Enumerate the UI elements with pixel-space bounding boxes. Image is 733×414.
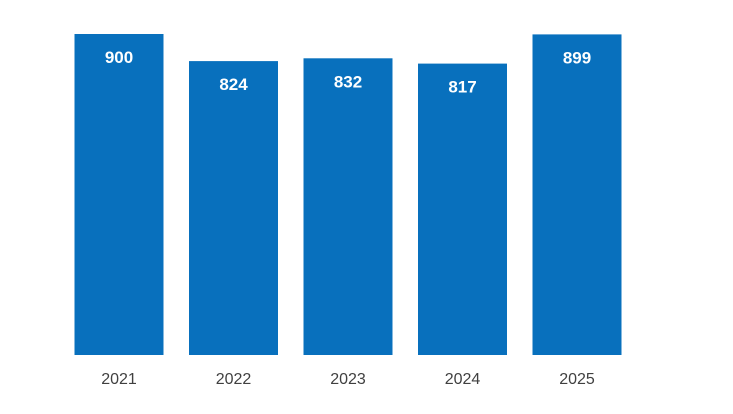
bar-value-label-2022: 824 bbox=[219, 75, 248, 94]
bar-value-label-2021: 900 bbox=[105, 48, 133, 67]
bar-value-label-2023: 832 bbox=[334, 72, 362, 91]
x-tick-label-2021: 2021 bbox=[101, 371, 137, 388]
bar-2022 bbox=[189, 61, 278, 355]
x-tick-label-2024: 2024 bbox=[445, 371, 481, 388]
x-tick-label-2023: 2023 bbox=[330, 371, 366, 388]
x-axis-tick-labels: 2021 2022 2023 2024 2025 bbox=[101, 371, 595, 388]
value-label-group: 900 824 832 817 899 bbox=[105, 48, 591, 97]
bar-value-label-2024: 817 bbox=[448, 78, 476, 97]
bar-value-label-2025: 899 bbox=[563, 48, 591, 67]
x-tick-label-2022: 2022 bbox=[216, 371, 252, 388]
bar-2023 bbox=[303, 58, 393, 356]
bar-group bbox=[74, 34, 622, 356]
x-tick-label-2025: 2025 bbox=[559, 371, 595, 388]
bar-2024 bbox=[418, 63, 507, 355]
bar-2025 bbox=[532, 34, 622, 356]
bar-2021 bbox=[74, 34, 164, 355]
